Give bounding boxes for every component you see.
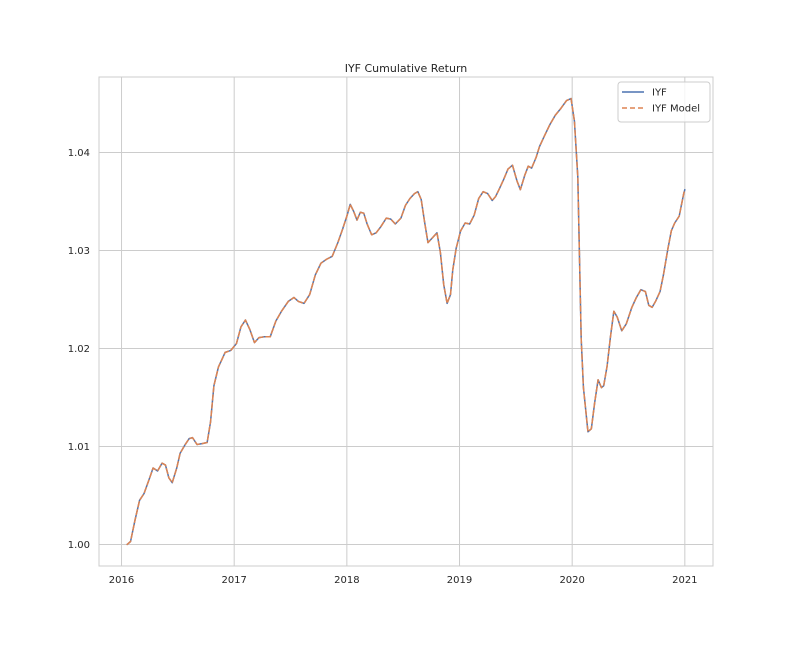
legend: IYF IYF Model bbox=[617, 81, 711, 123]
series-line-iyf-model bbox=[126, 97, 686, 546]
y-tick-label: 1.02 bbox=[68, 344, 90, 355]
series-layer bbox=[126, 97, 686, 546]
y-tick-label: 1.00 bbox=[68, 540, 90, 551]
x-tick-label: 2019 bbox=[447, 575, 472, 586]
y-tick-label: 1.04 bbox=[68, 148, 90, 159]
chart-title: IYF Cumulative Return bbox=[345, 62, 468, 75]
x-tick-label: 2021 bbox=[672, 575, 697, 586]
y-axis-ticks: 1.00 1.01 1.02 1.03 1.04 bbox=[68, 148, 90, 551]
grid bbox=[99, 77, 713, 566]
legend-label-iyf: IYF bbox=[652, 88, 667, 99]
legend-label-iyf-model: IYF Model bbox=[652, 104, 700, 115]
y-tick-label: 1.03 bbox=[68, 246, 90, 257]
plot-area bbox=[98, 76, 714, 567]
x-tick-label: 2016 bbox=[109, 575, 134, 586]
plot-frame bbox=[98, 76, 714, 567]
x-tick-label: 2018 bbox=[334, 575, 359, 586]
x-tick-label: 2017 bbox=[221, 575, 246, 586]
x-axis-ticks: 2016 2017 2018 2019 2020 2021 bbox=[109, 575, 698, 586]
y-tick-label: 1.01 bbox=[68, 442, 90, 453]
x-tick-label: 2020 bbox=[559, 575, 584, 586]
